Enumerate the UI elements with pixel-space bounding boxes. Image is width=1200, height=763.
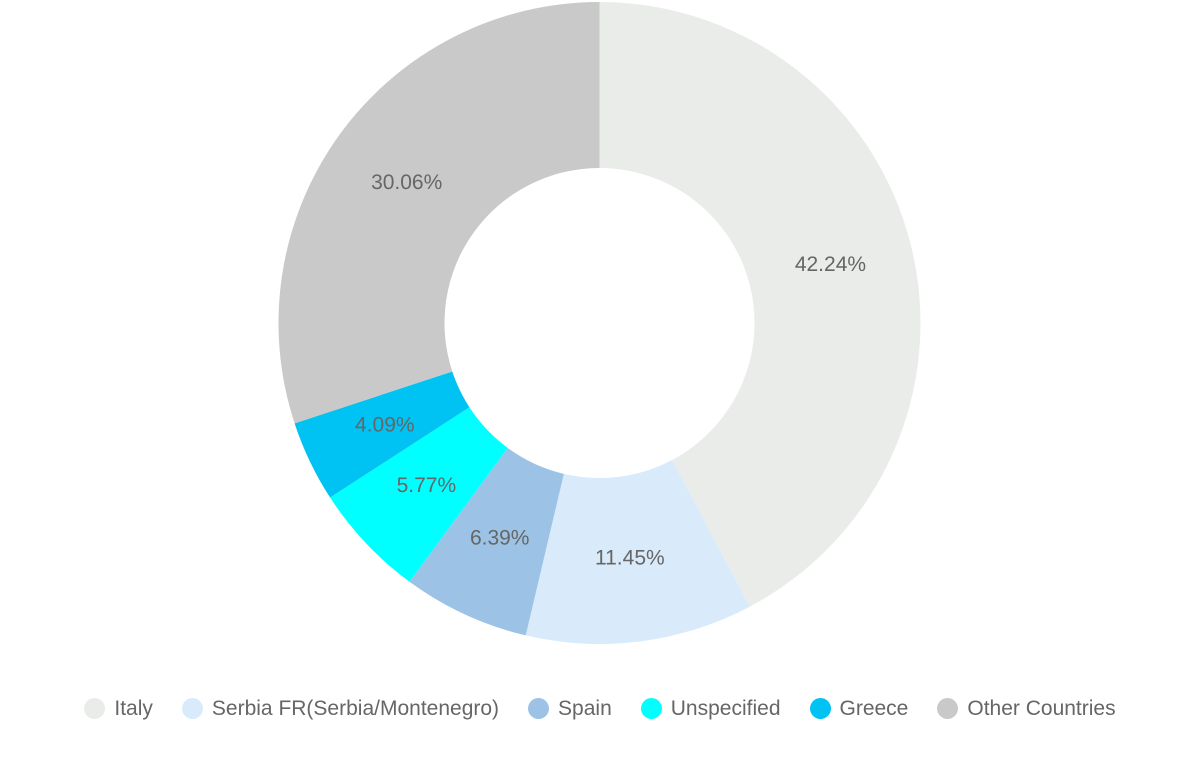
svg-text:5.77%: 5.77% (397, 474, 457, 497)
svg-text:6.39%: 6.39% (470, 527, 530, 550)
svg-text:42.24%: 42.24% (795, 253, 866, 276)
svg-text:11.45%: 11.45% (595, 547, 665, 570)
svg-text:4.09%: 4.09% (355, 413, 415, 436)
svg-text:30.06%: 30.06% (371, 171, 442, 194)
